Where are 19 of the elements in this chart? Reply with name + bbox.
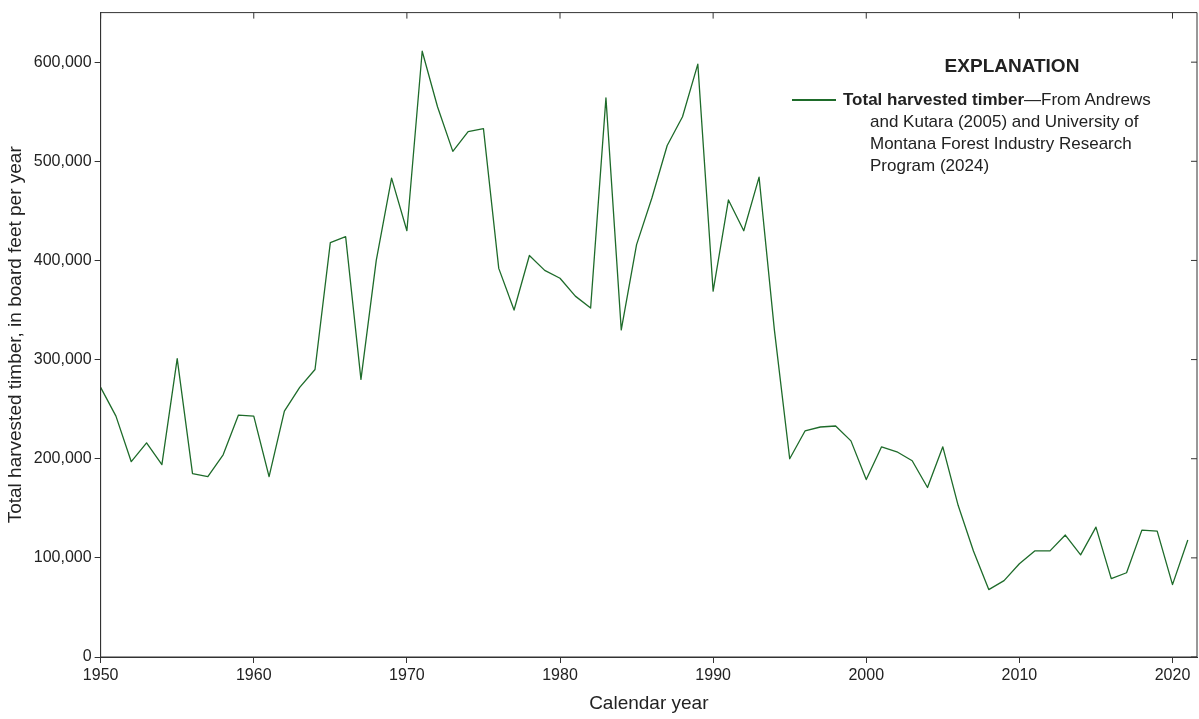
x-tick-label: 1970 — [389, 666, 425, 684]
y-tick-label: 100,000 — [33, 548, 92, 566]
x-tick-label: 2020 — [1154, 666, 1191, 684]
legend-title: EXPLANATION — [943, 54, 1081, 77]
x-tick-label: 1950 — [82, 666, 119, 684]
y-tick-label: 300,000 — [33, 349, 92, 367]
y-tick-label: 600,000 — [33, 52, 92, 70]
y-tick-label: 400,000 — [33, 250, 92, 268]
x-axis-title: Calendar year — [589, 691, 710, 713]
y-tick-label: 500,000 — [33, 151, 92, 169]
y-tick-label: 0 — [82, 647, 92, 665]
x-tick-label: 1960 — [235, 666, 272, 684]
y-tick-label: 200,000 — [33, 449, 92, 467]
y-axis-title: Total harvested timber, in board feet per year — [3, 145, 25, 524]
legend-label: Total harvested timber — [843, 89, 1025, 109]
x-tick-label: 2010 — [1001, 666, 1038, 684]
x-tick-label: 1980 — [542, 666, 578, 684]
x-tick-label: 2000 — [848, 666, 885, 684]
x-tick-label: 1990 — [695, 666, 732, 684]
